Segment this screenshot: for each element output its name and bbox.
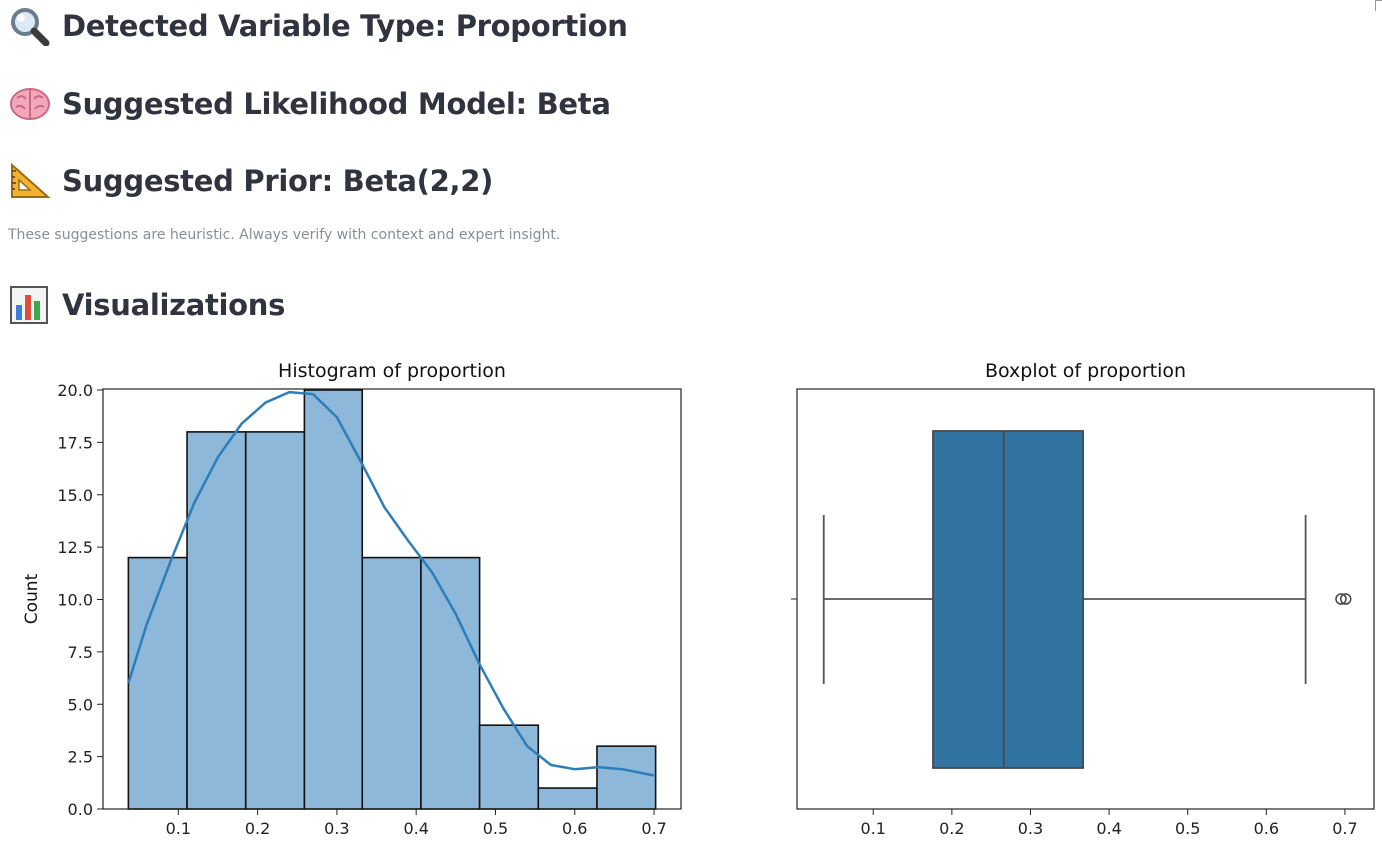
- bar-chart-icon: [8, 285, 52, 325]
- histogram-bar: [303, 389, 364, 810]
- prior-text: Suggested Prior: Beta(2,2): [62, 164, 494, 198]
- boxplot-svg: Boxplot of proportion 0.1 0.2 0.3 0.4 0.5 0.6 0…: [791, 360, 1375, 838]
- y-tick-label: 15.0: [57, 486, 93, 505]
- y-tick-label: 2.5: [68, 748, 93, 767]
- heuristic-caption: These suggestions are heuristic. Always …: [8, 227, 561, 243]
- y-tick-label: 12.5: [57, 538, 93, 557]
- likelihood-heading: Suggested Likelihood Model: Beta: [8, 84, 611, 124]
- y-tick-label: 10.0: [57, 591, 93, 610]
- magnifying-glass-icon: [8, 6, 52, 46]
- outlier-point: [1335, 593, 1347, 605]
- y-tick-label: 20.0: [57, 381, 93, 400]
- x-tick-label: 0.2: [245, 819, 270, 838]
- y-tick-label: 17.5: [57, 433, 93, 452]
- x-tick-label: 0.5: [483, 819, 508, 838]
- iqr-box: [932, 430, 1085, 769]
- histogram-chart: Histogram of proportion 0.1 0.2 0.3 0.4 0.5 0.…: [0, 350, 700, 845]
- histogram-bar: [596, 745, 657, 810]
- corner-mark: [1375, 0, 1382, 11]
- x-tick-label: 0.6: [562, 819, 587, 838]
- boxplot-title: Boxplot of proportion: [985, 360, 1186, 382]
- prior-heading: Suggested Prior: Beta(2,2): [8, 161, 493, 201]
- histogram-bar: [186, 431, 247, 810]
- y-tick-label: 0.0: [68, 800, 93, 819]
- brain-icon: [8, 84, 52, 124]
- detected-type-heading: Detected Variable Type: Proportion: [8, 6, 628, 46]
- x-tick-label: 0.4: [1096, 819, 1121, 838]
- x-tick-label: 0.6: [1254, 819, 1279, 838]
- histogram-bar: [537, 787, 598, 810]
- y-axis-label: Count: [22, 573, 42, 624]
- boxplot-chart: Boxplot of proportion 0.1 0.2 0.3 0.4 0.5 0.6 0…: [760, 350, 1382, 845]
- histogram-bar: [361, 556, 422, 810]
- x-tick-label: 0.4: [403, 819, 428, 838]
- y-tick-label: 7.5: [68, 643, 93, 662]
- x-tick-label: 0.1: [861, 819, 886, 838]
- outlier-point: [1339, 593, 1352, 605]
- histogram-title: Histogram of proportion: [278, 360, 506, 382]
- triangular-ruler-icon: [8, 161, 52, 201]
- kde-line: [127, 390, 655, 777]
- x-tick-label: 0.1: [166, 819, 191, 838]
- x-tick-label: 0.2: [939, 819, 964, 838]
- histogram-bar: [420, 556, 481, 810]
- x-tick-label: 0.3: [324, 819, 349, 838]
- likelihood-text: Suggested Likelihood Model: Beta: [62, 87, 611, 121]
- x-tick-label: 0.5: [1175, 819, 1200, 838]
- x-tick-label: 0.7: [641, 819, 666, 838]
- x-tick-label: 0.7: [1332, 819, 1357, 838]
- histogram-bar: [478, 724, 540, 810]
- y-tick-label: 5.0: [68, 695, 93, 714]
- x-tick-label: 0.3: [1018, 819, 1043, 838]
- histogram-bar: [244, 431, 306, 810]
- histogram-svg: Histogram of proportion 0.1 0.2 0.3 0.4 0.5 0.…: [22, 360, 682, 838]
- visualizations-heading: Visualizations: [8, 285, 285, 325]
- visualizations-text: Visualizations: [62, 288, 286, 322]
- detected-type-text: Detected Variable Type: Proportion: [62, 9, 628, 43]
